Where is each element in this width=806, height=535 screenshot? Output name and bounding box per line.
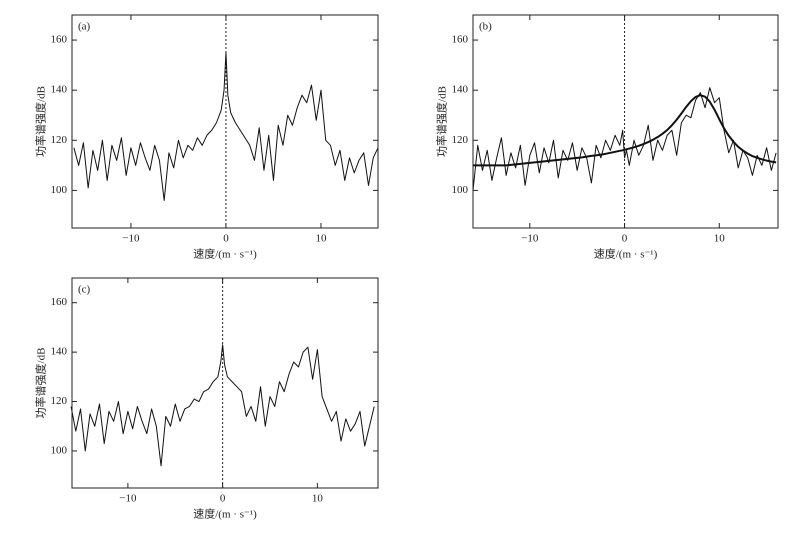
x-tick-label: −10 — [122, 233, 140, 245]
plot-frame — [71, 277, 379, 489]
x-axis-label: 速度/(m · s⁻¹) — [193, 507, 257, 521]
x-axis-label: 速度/(m · s⁻¹) — [193, 247, 257, 261]
x-tick-label: 10 — [714, 233, 726, 245]
y-axis-label: 功率谱强度/dB — [435, 86, 449, 157]
x-tick-label: 0 — [622, 233, 628, 245]
x-tick-label: −10 — [521, 233, 539, 245]
y-tick-label: 140 — [51, 84, 68, 96]
y-axis-label: 功率谱强度/dB — [34, 86, 48, 157]
y-tick-label: 160 — [51, 34, 68, 46]
y-tick-label: 140 — [452, 84, 469, 96]
panel-label: (a) — [78, 21, 91, 33]
x-tick-label: 0 — [220, 493, 226, 505]
panel-label: (b) — [479, 21, 492, 33]
x-tick-label: 10 — [315, 233, 327, 245]
plot-frame — [71, 14, 379, 229]
y-axis-label: 功率谱强度/dB — [34, 348, 48, 419]
y-tick-label: 140 — [51, 346, 68, 358]
y-tick-label: 120 — [452, 134, 469, 146]
panel-label: (c) — [78, 284, 91, 296]
x-tick-label: 0 — [223, 233, 229, 245]
y-tick-label: 100 — [452, 184, 469, 196]
y-tick-label: 100 — [51, 184, 68, 196]
y-tick-label: 120 — [51, 395, 68, 407]
spectrum-line — [472, 87, 777, 191]
y-tick-label: 100 — [51, 444, 68, 456]
y-tick-label: 120 — [51, 134, 68, 146]
plot-frame — [472, 14, 779, 229]
y-tick-label: 160 — [452, 34, 469, 46]
spectrum-line — [70, 344, 375, 467]
spectrum-line — [73, 52, 379, 201]
spectrum-line — [473, 94, 777, 167]
y-tick-label: 160 — [51, 296, 68, 308]
x-axis-label: 速度/(m · s⁻¹) — [594, 247, 658, 261]
x-tick-label: 10 — [312, 493, 324, 505]
x-tick-label: −10 — [119, 493, 137, 505]
